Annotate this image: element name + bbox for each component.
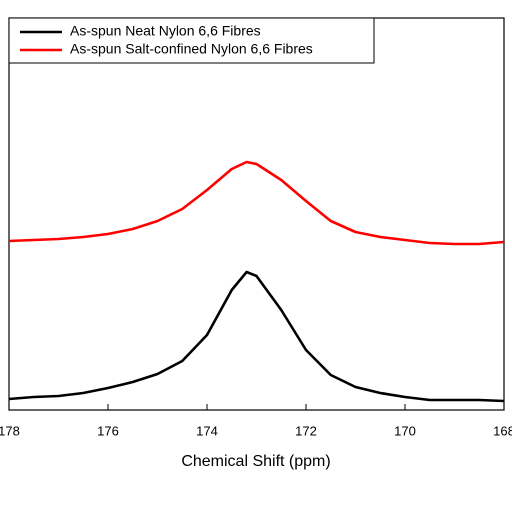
x-tick-label: 174 [196, 423, 218, 438]
x-tick-label: 172 [295, 423, 317, 438]
legend-label: As-spun Neat Nylon 6,6 Fibres [70, 23, 261, 39]
x-tick-label: 168 [493, 423, 512, 438]
x-tick-label: 170 [394, 423, 416, 438]
x-tick-label: 176 [97, 423, 119, 438]
legend-box [8, 17, 375, 64]
x-tick-label: 178 [0, 423, 20, 438]
legend-label: As-spun Salt-confined Nylon 6,6 Fibres [70, 41, 313, 57]
data-line [8, 160, 505, 246]
data-line [8, 270, 505, 403]
x-axis-label: Chemical Shift (ppm) [181, 453, 330, 470]
plot-frame [8, 17, 505, 411]
